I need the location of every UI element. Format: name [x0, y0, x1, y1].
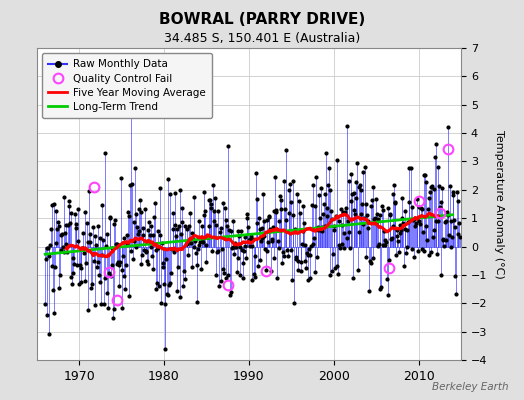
Legend: Raw Monthly Data, Quality Control Fail, Five Year Moving Average, Long-Term Tren: Raw Monthly Data, Quality Control Fail, …: [42, 53, 212, 118]
Text: Berkeley Earth: Berkeley Earth: [432, 382, 508, 392]
Text: 34.485 S, 150.401 E (Australia): 34.485 S, 150.401 E (Australia): [164, 32, 360, 45]
Text: BOWRAL (PARRY DRIVE): BOWRAL (PARRY DRIVE): [159, 12, 365, 27]
Y-axis label: Temperature Anomaly (°C): Temperature Anomaly (°C): [494, 130, 504, 278]
